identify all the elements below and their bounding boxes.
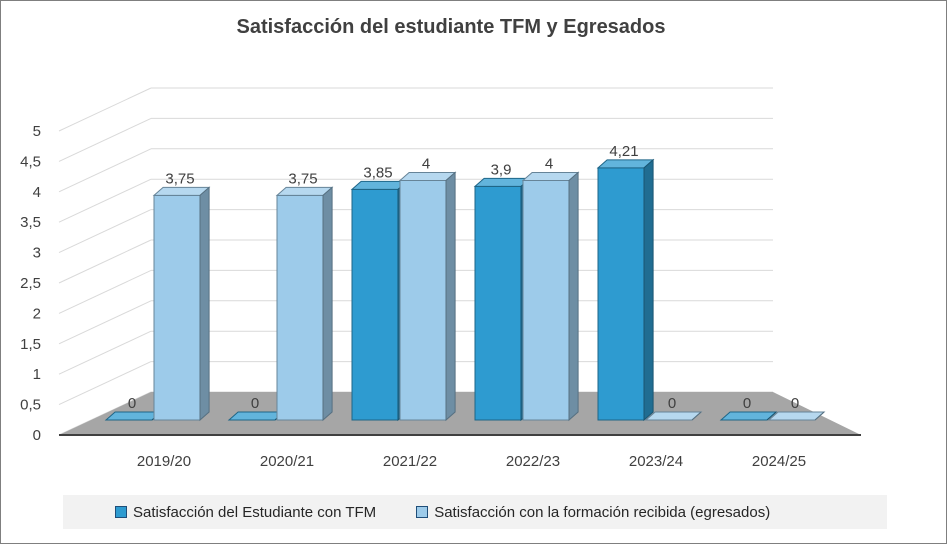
x-tick-label: 2019/20 [137,453,191,470]
x-tick-label: 2024/25 [752,453,806,470]
data-label: 4,21 [609,143,638,160]
legend-label-tfm: Satisfacción del Estudiante con TFM [133,504,376,521]
data-label: 3,85 [363,164,392,181]
bar-front [475,186,521,420]
x-tick-label: 2020/21 [260,453,314,470]
data-label: 3,9 [491,161,512,178]
legend-swatch-egresados [416,506,428,518]
data-label: 4 [422,155,430,172]
bar-side [569,172,578,420]
bar-side [323,187,332,420]
y-tick-label: 3,5 [20,214,41,231]
y-tick-label: 0,5 [20,397,41,414]
bar-side [446,172,455,420]
y-tick-label: 0 [33,427,41,444]
legend-label-egresados: Satisfacción con la formación recibida (… [434,504,770,521]
y-tick-label: 4,5 [20,153,41,170]
bar-front [400,180,446,420]
bar-front [523,180,569,420]
x-tick-label: 2021/22 [383,453,437,470]
data-label: 0 [251,395,259,412]
legend-swatch-tfm [115,506,127,518]
y-tick-label: 2,5 [20,275,41,292]
data-label: 0 [743,395,751,412]
y-tick-label: 2 [33,305,41,322]
chart-title: Satisfacción del estudiante TFM y Egresa… [236,16,665,38]
bar-side [644,160,653,420]
bar-front [598,168,644,420]
bar-front [277,195,323,420]
data-label: 0 [668,395,676,412]
y-tick-label: 1,5 [20,336,41,353]
y-tick-label: 4 [33,184,41,201]
data-label: 3,75 [288,170,317,187]
y-tick-label: 3 [33,245,41,262]
legend-item-egresados: Satisfacción con la formación recibida (… [416,504,770,521]
data-label: 4 [545,155,553,172]
bar-front [154,195,200,420]
x-tick-label: 2023/24 [629,453,683,470]
data-label: 0 [128,395,136,412]
chart-legend: Satisfacción del Estudiante con TFM Sati… [63,495,887,529]
y-tick-label: 1 [33,366,41,383]
data-label: 0 [791,395,799,412]
legend-item-tfm: Satisfacción del Estudiante con TFM [115,504,376,521]
y-tick-label: 5 [33,123,41,140]
data-label: 3,75 [165,170,194,187]
x-tick-label: 2022/23 [506,453,560,470]
bar-side [200,187,209,420]
bar-front [352,189,398,420]
